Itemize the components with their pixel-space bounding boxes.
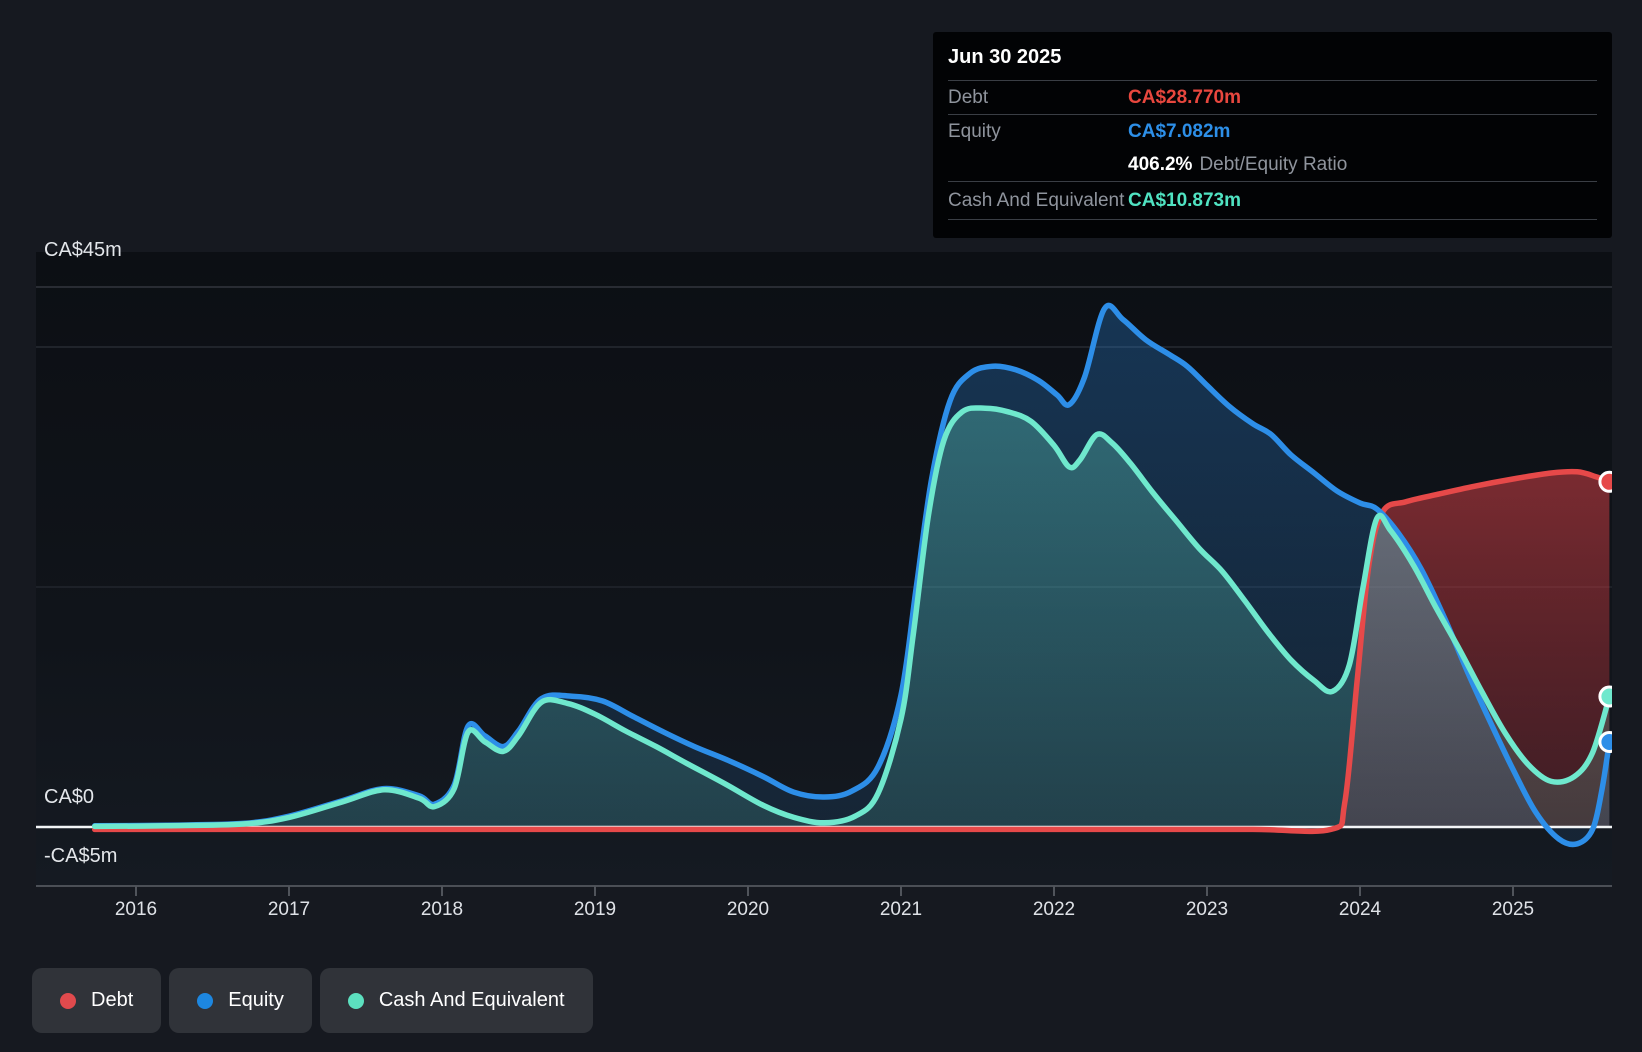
x-axis-label-2021: 2021: [879, 899, 923, 920]
equity-end-marker[interactable]: [1598, 731, 1619, 753]
tooltip-row-ratio: 406.2% Debt/Equity Ratio: [948, 148, 1597, 182]
x-axis-label-2022: 2022: [1032, 899, 1076, 920]
tooltip-row-cash: Cash And Equivalent CA$10.873m: [948, 182, 1597, 220]
legend-item-debt[interactable]: Debt: [32, 968, 162, 1033]
tooltip-equity-value: CA$7.082m: [1128, 120, 1231, 142]
cash-line: [91, 405, 1612, 830]
x-axis-label-2024: 2024: [1338, 899, 1382, 920]
debt-line: [91, 468, 1612, 835]
y-axis-label-neg5m: -CA$5m: [44, 845, 118, 867]
legend-cash-label: Cash And Equivalent: [378, 989, 565, 1011]
chart-tooltip: Jun 30 2025 Debt CA$28.770m Equity CA$7.…: [933, 32, 1612, 238]
tooltip-debt-value: CA$28.770m: [1128, 86, 1242, 108]
x-axis-label-2023: 2023: [1185, 899, 1229, 920]
legend-equity-label: Equity: [228, 989, 284, 1011]
equity-series-dot-icon: [197, 992, 214, 1009]
tooltip-cash-value: CA$10.873m: [1128, 189, 1242, 211]
legend-item-cash[interactable]: Cash And Equivalent: [319, 968, 593, 1033]
x-axis-label-2019: 2019: [573, 899, 617, 920]
tooltip-row-equity: Equity CA$7.082m: [948, 115, 1597, 148]
tooltip-ratio-label: Debt/Equity Ratio: [1199, 153, 1348, 175]
debt-end-marker[interactable]: [1598, 470, 1619, 493]
tooltip-ratio-value: 406.2%: [1128, 153, 1193, 175]
y-axis-label-zero: CA$0: [44, 786, 95, 808]
y-axis-label-45m: CA$45m: [44, 239, 122, 261]
legend-debt-label: Debt: [91, 989, 134, 1011]
x-axis-label-2020: 2020: [726, 899, 770, 920]
legend-item-equity[interactable]: Equity: [169, 968, 312, 1033]
tooltip-cash-label: Cash And Equivalent: [948, 189, 1125, 211]
x-axis-label-2017: 2017: [267, 899, 311, 920]
x-axis-label-2018: 2018: [420, 899, 464, 920]
equity-line: [91, 302, 1612, 848]
cash-series-dot-icon: [347, 992, 364, 1009]
tooltip-date: Jun 30 2025: [948, 32, 1597, 81]
chart-legend: Debt Equity Cash And Equivalent: [32, 968, 593, 1033]
tooltip-equity-label: Equity: [948, 120, 1001, 142]
x-axis-label-2025: 2025: [1491, 899, 1535, 920]
tooltip-row-debt: Debt CA$28.770m: [948, 81, 1597, 115]
cash-area: [94, 407, 1610, 827]
x-axis-label-2016: 2016: [114, 899, 158, 920]
cash-end-marker[interactable]: [1598, 685, 1619, 708]
tooltip-debt-label: Debt: [948, 86, 989, 108]
debt-series-dot-icon: [60, 992, 76, 1009]
